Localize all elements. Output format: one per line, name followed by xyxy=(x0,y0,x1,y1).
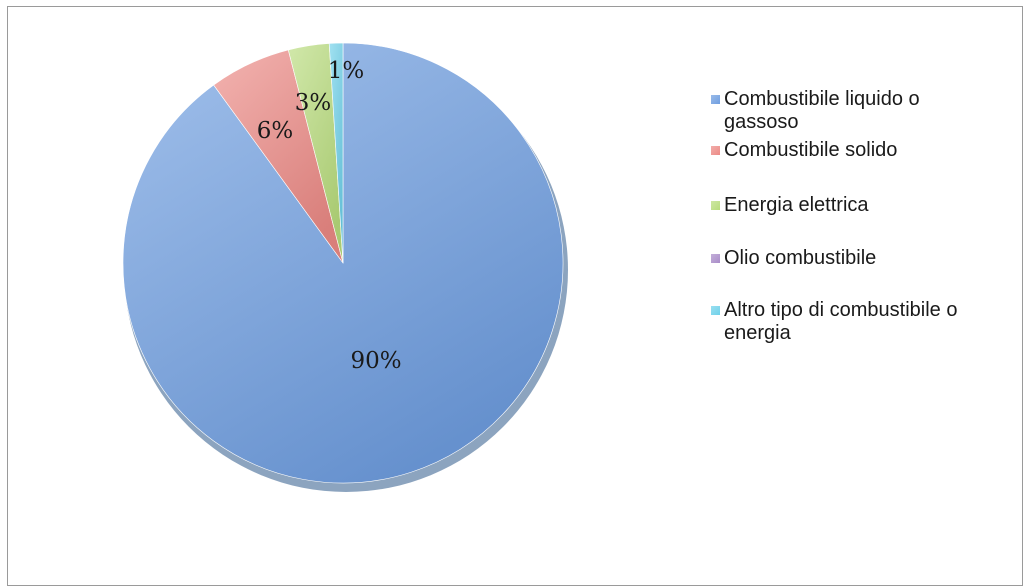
legend-label-1: Combustibile liquido o gassoso xyxy=(724,88,920,133)
legend-item-3: Energia elettrica xyxy=(711,194,1011,217)
data-label-1: 90% xyxy=(350,348,401,374)
data-label-5: 1% xyxy=(328,58,365,84)
legend-label-3: Energia elettrica xyxy=(724,194,869,216)
legend-item-4: Olio combustibile xyxy=(711,247,1011,270)
legend-item-2: Combustibile solido xyxy=(711,139,1011,162)
legend-label-5: Altro tipo di combustibile o energia xyxy=(724,299,958,344)
legend-swatch-4 xyxy=(711,254,720,263)
legend-swatch-5 xyxy=(711,306,720,315)
data-label-3: 3% xyxy=(295,90,332,116)
legend-label-2: Combustibile solido xyxy=(724,139,898,161)
legend-item-1: Combustibile liquido o gassoso xyxy=(711,88,1011,134)
data-label-2: 6% xyxy=(257,118,294,144)
pie-slice-5 xyxy=(328,42,344,264)
legend-swatch-2 xyxy=(711,146,720,155)
legend-swatch-1 xyxy=(711,95,720,104)
legend-item-5: Altro tipo di combustibile o energia xyxy=(711,299,1011,345)
legend-label-4: Olio combustibile xyxy=(724,247,877,269)
legend-swatch-3 xyxy=(711,201,720,210)
